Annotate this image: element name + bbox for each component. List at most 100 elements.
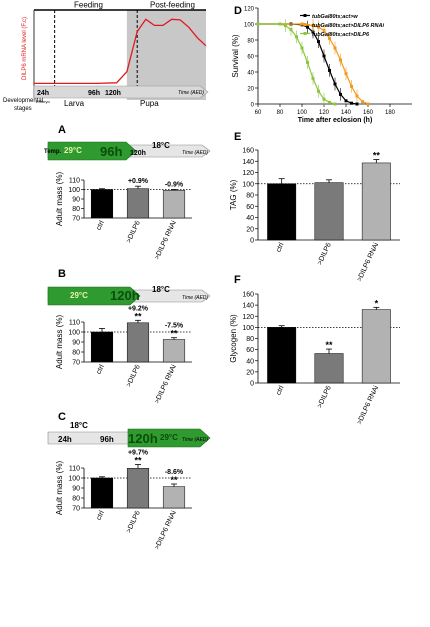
survival-point — [311, 24, 315, 28]
percent-change-label: -0.9% — [165, 181, 184, 188]
y-axis-label: Adult mass (%) — [55, 461, 64, 516]
right-temp: 18°C — [152, 141, 170, 150]
y-tick-label: 80 — [72, 206, 80, 213]
right-temp: 29°C — [160, 433, 178, 442]
dilp6-expression-curve — [34, 18, 207, 85]
survival-point — [278, 22, 282, 26]
bar-ctrl — [90, 189, 114, 219]
developmental-stages-label-line2: stages — [14, 106, 32, 112]
panel-d-survival-chart: 0 20 40 60 80 100 120 60 80 100 120 140 160 180 Time a… — [231, 7, 412, 124]
x-tick-label: 160 — [363, 110, 374, 116]
percent-change-label: +9.7% — [128, 450, 149, 457]
x-tick-label: 180 — [385, 110, 396, 116]
stage-embryo: Embryo — [36, 99, 51, 104]
y-tick-label: 90 — [72, 197, 80, 204]
survival-point — [355, 94, 359, 98]
percent-change-label: +9.2% — [128, 305, 149, 312]
left-temp: 18°C — [70, 421, 88, 430]
developmental-stages-label: Developmental — [3, 98, 43, 104]
x-category-label: >DILP6 RNAi — [356, 241, 380, 282]
stage-pupa: Pupa — [140, 99, 159, 108]
y-tick-label: 40 — [246, 215, 254, 222]
x-tick-label: 120 — [319, 110, 330, 116]
y-tick-label: 120 — [242, 314, 254, 321]
legend-entry: tubGal80ts;act>w — [312, 14, 358, 20]
survival-point — [328, 68, 331, 72]
x-category-label: >DILP6 — [317, 242, 333, 266]
y-tick-label: 110 — [69, 320, 80, 327]
y-tick-label: 60 — [247, 55, 254, 61]
survival-point — [300, 46, 304, 50]
survival-point — [328, 36, 331, 40]
x-category-label: >DILP6 — [126, 220, 142, 244]
panel-f-glycogen-chart: 0 20 40 60 80 100 120 140 160 Glycogen (%) ctrl ** >… — [229, 292, 400, 426]
survival-point — [328, 100, 331, 104]
survival-point — [284, 24, 287, 28]
panel-b-chart: 29°C 120h 18°C Time (AED) 70 80 90 100 110 Adult … — [47, 285, 211, 405]
y-tick-label: 70 — [72, 506, 80, 513]
x-category-label: >DILP6 RNAi — [154, 509, 178, 550]
survival-point — [339, 58, 342, 62]
survival-point — [295, 35, 298, 39]
survival-point — [339, 92, 342, 96]
survival-point — [350, 101, 353, 105]
bar-dilp6 — [314, 182, 344, 241]
survival-point — [317, 40, 320, 44]
x-category-label: >DILP6 — [126, 510, 142, 534]
bar-dilp6-rnai — [162, 486, 186, 509]
survival-point — [333, 46, 337, 50]
big-time: 120h — [128, 431, 158, 446]
y-tick-label: 60 — [246, 347, 254, 354]
legend-entry: tubGal80ts;act>DILP6 RNAi — [312, 23, 384, 29]
y-tick-label: 80 — [247, 39, 254, 45]
survival-point — [350, 84, 353, 88]
y-axis-label: Adult mass (%) — [55, 315, 64, 370]
timepoint-24h: 24h — [37, 90, 49, 97]
bar-dilp6-rnai — [162, 190, 186, 219]
y-tick-label: 160 — [242, 148, 254, 155]
x-category-label: ctrl — [96, 509, 106, 521]
y-axis-label: Survival (%) — [231, 34, 240, 77]
panel-letter-B: B — [58, 268, 66, 280]
survival-point — [306, 60, 309, 64]
y-tick-label: 140 — [242, 159, 254, 166]
y-tick-label: 120 — [244, 7, 255, 13]
x-category-label: >DILP6 RNAi — [154, 219, 178, 260]
x-tick-label: 80 — [277, 110, 284, 116]
time-axis-label: Time (AED) — [182, 295, 208, 301]
survival-point — [322, 54, 326, 58]
survival-point — [366, 102, 370, 106]
panel-letter-A: A — [58, 124, 66, 136]
y-tick-label: 80 — [72, 496, 80, 503]
x-category-label: ctrl — [275, 384, 285, 396]
big-time: 120h — [110, 288, 140, 303]
bar-ctrl — [267, 183, 297, 241]
time-arrow — [33, 85, 209, 99]
survival-point — [317, 89, 320, 93]
y-tick-label: 20 — [247, 87, 254, 93]
y-tick-label: 140 — [242, 303, 254, 310]
y-tick-label: 0 — [250, 381, 254, 388]
bar-dilp6-rnai — [361, 162, 391, 241]
panel-c-chart: 18°C 24h 96h 120h 29°C Time (AED) 70 80 90 100 110… — [47, 421, 211, 551]
bar-ctrl — [90, 477, 114, 509]
y-tick-label: 0 — [251, 103, 255, 109]
panel-a-chart: Temp. 29°C 96h 120h 18°C Time (AED) 70 80 90 100 1… — [44, 141, 211, 261]
y-tick-label: 90 — [72, 486, 80, 493]
dilp6-expression-panel: Feeding Post-feeding DILP6 mRNA level (F… — [3, 1, 209, 112]
banner-green-arrow — [127, 428, 211, 448]
small-time: 120h — [130, 150, 146, 157]
bar-dilp6 — [126, 468, 150, 509]
significance-stars: ** — [170, 475, 178, 485]
x-category-label: ctrl — [96, 363, 106, 375]
y-tick-label: 100 — [68, 330, 80, 337]
x-category-label: ctrl — [96, 219, 106, 231]
y-axis-label: Glycogen (%) — [229, 314, 238, 363]
x-category-label: >DILP6 — [317, 385, 333, 409]
small-time-1: 24h — [58, 435, 72, 444]
y-axis-label: Adult mass (%) — [55, 172, 64, 227]
percent-change-label: +0.9% — [128, 178, 149, 185]
survival-point — [344, 72, 348, 76]
small-time-2: 96h — [100, 435, 114, 444]
